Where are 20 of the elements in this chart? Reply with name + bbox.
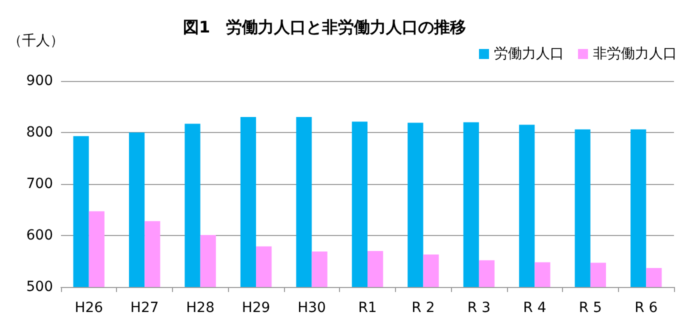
legend-label: 非労働力人口: [593, 46, 677, 62]
x-tick-label: H29: [242, 300, 270, 316]
x-tick-label: H30: [298, 300, 326, 316]
y-tick-label: 600: [26, 228, 53, 244]
chart-title: 図1 労働力人口と非労働力人口の推移: [183, 18, 466, 36]
y-tick-label: 500: [26, 279, 53, 295]
x-tick-label: R 5: [578, 300, 602, 316]
y-tick-label: 700: [26, 176, 53, 192]
x-tick-label: R 6: [634, 300, 658, 316]
y-tick-label: 800: [26, 124, 53, 140]
x-tick-label: R 4: [523, 300, 546, 316]
y-tick-label: 900: [26, 73, 53, 89]
x-tick-label: H27: [130, 300, 159, 316]
x-tick-label: R 2: [412, 300, 435, 316]
x-tick-label: R 3: [467, 300, 490, 316]
x-tick-label: R1: [358, 300, 377, 316]
x-tick-label: H26: [74, 300, 104, 316]
x-tick-label: H28: [186, 300, 214, 316]
legend-label: 労働力人口: [494, 46, 564, 62]
y-axis-title: （千人）: [8, 33, 64, 49]
